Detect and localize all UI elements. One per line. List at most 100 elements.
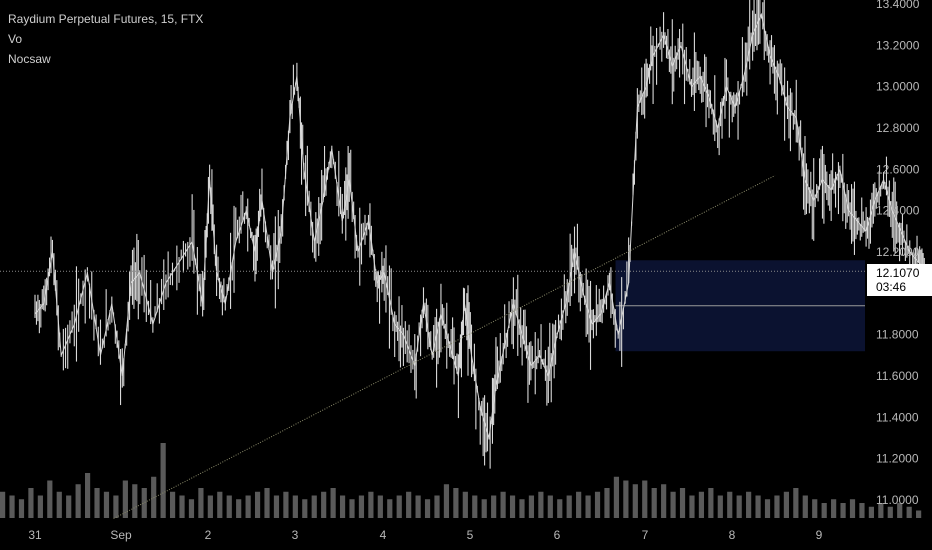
- y-tick-label: 11.2000: [876, 452, 919, 466]
- volume-bar: [321, 491, 327, 518]
- volume-bar: [132, 484, 138, 518]
- volume-bar: [122, 480, 128, 518]
- y-tick-label: 12.4000: [876, 204, 920, 218]
- volume-bar: [613, 476, 620, 518]
- volume-bar: [821, 503, 827, 518]
- y-tick-label: 11.8000: [876, 328, 919, 342]
- volume-bar: [387, 499, 393, 518]
- volume-bar: [859, 503, 865, 518]
- volume-bar: [198, 488, 204, 518]
- x-tick-label: 3: [292, 528, 299, 542]
- volume-bar: [37, 495, 43, 518]
- volume-bar: [651, 488, 657, 518]
- volume-bar: [47, 480, 53, 518]
- volume-bar: [160, 443, 166, 518]
- volume-bar: [897, 503, 903, 518]
- volume-bar: [840, 503, 846, 518]
- volume-bar: [339, 495, 346, 518]
- volume-bar: [764, 499, 771, 518]
- volume-bar: [254, 491, 261, 518]
- y-tick-label: 12.2000: [876, 245, 920, 259]
- volume-indicator-label[interactable]: Vo: [8, 32, 23, 46]
- chart-legend: Raydium Perpetual Futures, 15, FTX Vo No…: [8, 9, 203, 69]
- volume-bar: [849, 499, 856, 518]
- volume-bar: [292, 495, 298, 518]
- y-tick-label: 12.8000: [876, 121, 920, 135]
- y-tick-label: 13.4000: [876, 0, 920, 11]
- volume-bar: [491, 495, 497, 518]
- volume-bar: [576, 491, 582, 518]
- x-tick-label: 31: [28, 528, 42, 542]
- x-tick-label: 9: [816, 528, 823, 542]
- volume-bar: [642, 480, 648, 518]
- volume-bar: [547, 495, 553, 518]
- volume-bar: [916, 510, 922, 518]
- volume-bar: [103, 491, 110, 518]
- current-price-tag: 12.1070 03:46: [867, 264, 932, 297]
- volume-bar: [746, 491, 752, 518]
- volume-bar: [509, 495, 516, 518]
- volume-bar: [736, 495, 742, 518]
- volume-bar: [217, 491, 223, 518]
- volume-bar: [226, 495, 232, 518]
- x-tick-label: 7: [642, 528, 649, 542]
- volume-bar: [453, 488, 459, 518]
- symbol-title[interactable]: Raydium Perpetual Futures, 15, FTX: [8, 12, 204, 26]
- volume-bar: [207, 495, 213, 518]
- x-tick-label: 2: [205, 528, 212, 542]
- volume-bar: [717, 495, 723, 518]
- volume-bar: [623, 480, 629, 518]
- x-tick-label: 5: [467, 528, 474, 542]
- y-tick-label: 13.0000: [876, 80, 920, 94]
- volume-bar: [831, 499, 837, 518]
- volume-bar: [264, 488, 270, 518]
- volume-bar: [679, 488, 686, 518]
- x-tick-label: 4: [380, 528, 387, 542]
- volume-bar: [698, 491, 705, 518]
- volume-bar: [28, 488, 34, 518]
- volume-bar: [18, 499, 25, 518]
- volume-bar: [0, 491, 6, 518]
- y-tick-label: 13.2000: [876, 38, 920, 52]
- volume-bar: [415, 495, 421, 518]
- volume-bar: [179, 495, 185, 518]
- volume-bar: [887, 506, 893, 518]
- volume-bar: [632, 484, 638, 518]
- y-tick-label: 11.6000: [876, 369, 919, 383]
- y-tick-label: 11.0000: [876, 493, 919, 507]
- indicator-label[interactable]: Nocsaw: [8, 52, 51, 66]
- volume-bar: [868, 506, 874, 518]
- volume-bar: [906, 506, 912, 518]
- volume-bar: [755, 495, 761, 518]
- volume-bar: [236, 499, 242, 518]
- volume-bar: [783, 491, 790, 518]
- bar-countdown: 03:46: [876, 280, 907, 295]
- volume-bar: [585, 495, 591, 518]
- volume-bar: [406, 491, 412, 518]
- volume-bar: [604, 488, 610, 518]
- volume-bar: [462, 491, 468, 518]
- volume-bar: [311, 495, 317, 518]
- volume-bar: [802, 495, 808, 518]
- volume-bar: [689, 495, 695, 518]
- volume-bar: [793, 488, 799, 518]
- volume-bar: [349, 499, 355, 518]
- volume-bar: [66, 495, 72, 518]
- volume-bar: [377, 495, 383, 518]
- volume-bar: [283, 491, 289, 518]
- volume-bar: [358, 495, 365, 518]
- volume-bar: [500, 491, 506, 518]
- volume-bar: [519, 499, 525, 518]
- volume-bar: [56, 491, 62, 518]
- volume-bar: [443, 484, 450, 518]
- volume-bar: [566, 495, 572, 518]
- volume-bar: [302, 499, 308, 518]
- volume-bar: [727, 491, 733, 518]
- y-tick-label: 11.4000: [876, 410, 919, 424]
- volume-bar: [670, 491, 676, 518]
- trendline: [113, 175, 776, 520]
- volume-bar: [481, 499, 487, 518]
- volume-bar: [472, 495, 478, 518]
